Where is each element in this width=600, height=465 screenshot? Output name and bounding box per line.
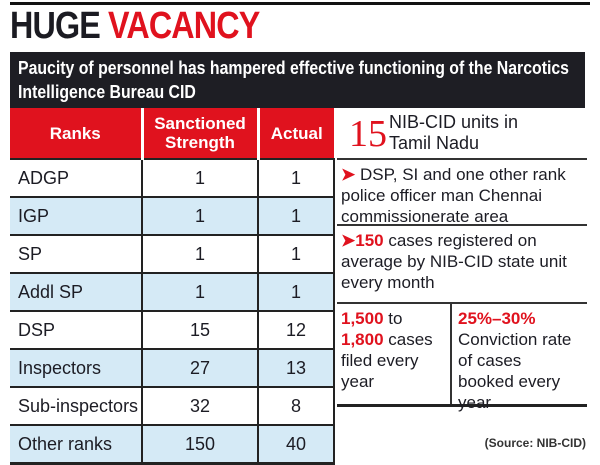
table-row: DSP 15 12 <box>10 310 335 349</box>
yearly-cases-max: 1,800 <box>341 330 384 349</box>
arrow-icon: ➤ <box>341 231 356 250</box>
actual-cell: 1 <box>258 272 335 311</box>
top-rule <box>10 2 590 5</box>
column-header: Actual <box>258 108 334 159</box>
units-number: 15 <box>349 113 387 155</box>
sanctioned-cell: 15 <box>142 310 259 349</box>
conviction-text: Conviction rate of cases booked every ye… <box>458 330 572 412</box>
table-row: Inspectors 27 13 <box>10 348 335 387</box>
actual-cell: 12 <box>258 310 335 349</box>
sanctioned-cell: 1 <box>142 196 259 235</box>
table-row: Addl SP 1 1 <box>10 272 335 311</box>
column-header: Ranks <box>10 108 144 159</box>
sanctioned-cell: 27 <box>142 348 259 387</box>
table-row: Sub-inspectors 32 8 <box>10 386 335 425</box>
rank-cell: Addl SP <box>10 272 143 311</box>
vacancy-table: Ranks Sanctioned Strength Actual ADGP 1 1 IGP… <box>10 108 335 465</box>
sanctioned-cell: 1 <box>142 234 259 273</box>
actual-cell: 8 <box>258 386 335 425</box>
fact-monthly-cases: ➤150 cases registered on average by NIB-… <box>337 226 587 304</box>
fact-yearly-cases: 1,500 to 1,800 cases filed every year <box>337 304 452 404</box>
table-row: ADGP 1 1 <box>10 158 335 197</box>
rank-cell: SP <box>10 234 143 273</box>
table-row: IGP 1 1 <box>10 196 335 235</box>
actual-cell: 1 <box>258 234 335 273</box>
headline-part2: VACANCY <box>108 5 260 47</box>
sanctioned-cell: 32 <box>142 386 259 425</box>
sanctioned-cell: 1 <box>142 272 259 311</box>
yearly-cases-text: cases filed every year <box>341 330 433 391</box>
subtitle-banner: Paucity of personnel has hampered effect… <box>10 52 585 108</box>
units-fact: 15 NIB-CID units in Tamil Nadu <box>337 108 587 160</box>
headline: HUGE VACANCY <box>10 5 260 47</box>
fact-conviction: 25%–30% Conviction rate of cases booked … <box>452 304 587 412</box>
rank-cell: ADGP <box>10 158 143 197</box>
rank-cell: IGP <box>10 196 143 235</box>
yearly-facts: 1,500 to 1,800 cases filed every year 25… <box>337 304 587 412</box>
headline-part1: HUGE <box>10 5 101 47</box>
facts-panel: 15 NIB-CID units in Tamil Nadu ➤ DSP, SI… <box>337 108 587 412</box>
yearly-cases-min: 1,500 <box>341 309 384 328</box>
conviction-rate: 25%–30% <box>458 309 536 328</box>
actual-cell: 13 <box>258 348 335 387</box>
fact-chennai-text: DSP, SI and one other rank police office… <box>341 165 566 226</box>
subtitle: Paucity of personnel has hampered effect… <box>18 58 569 102</box>
rank-cell: Sub-inspectors <box>10 386 143 425</box>
fact-chennai: ➤ DSP, SI and one other rank police offi… <box>337 160 587 226</box>
rank-cell: Inspectors <box>10 348 143 387</box>
table-row: SP 1 1 <box>10 234 335 273</box>
monthly-cases-number: 150 <box>355 231 384 250</box>
column-header: Sanctioned Strength <box>142 108 260 159</box>
sanctioned-cell: 1 <box>142 158 259 197</box>
source-note: (Source: NIB-CID) <box>484 436 586 450</box>
actual-cell: 1 <box>258 196 335 235</box>
monthly-cases-text: cases registered on average by NIB-CID s… <box>341 231 567 292</box>
arrow-icon: ➤ <box>341 165 356 184</box>
actual-cell: 1 <box>258 158 335 197</box>
rank-cell: DSP <box>10 310 143 349</box>
yearly-cases-to: to <box>383 309 403 328</box>
units-text: NIB-CID units in Tamil Nadu <box>389 112 519 153</box>
